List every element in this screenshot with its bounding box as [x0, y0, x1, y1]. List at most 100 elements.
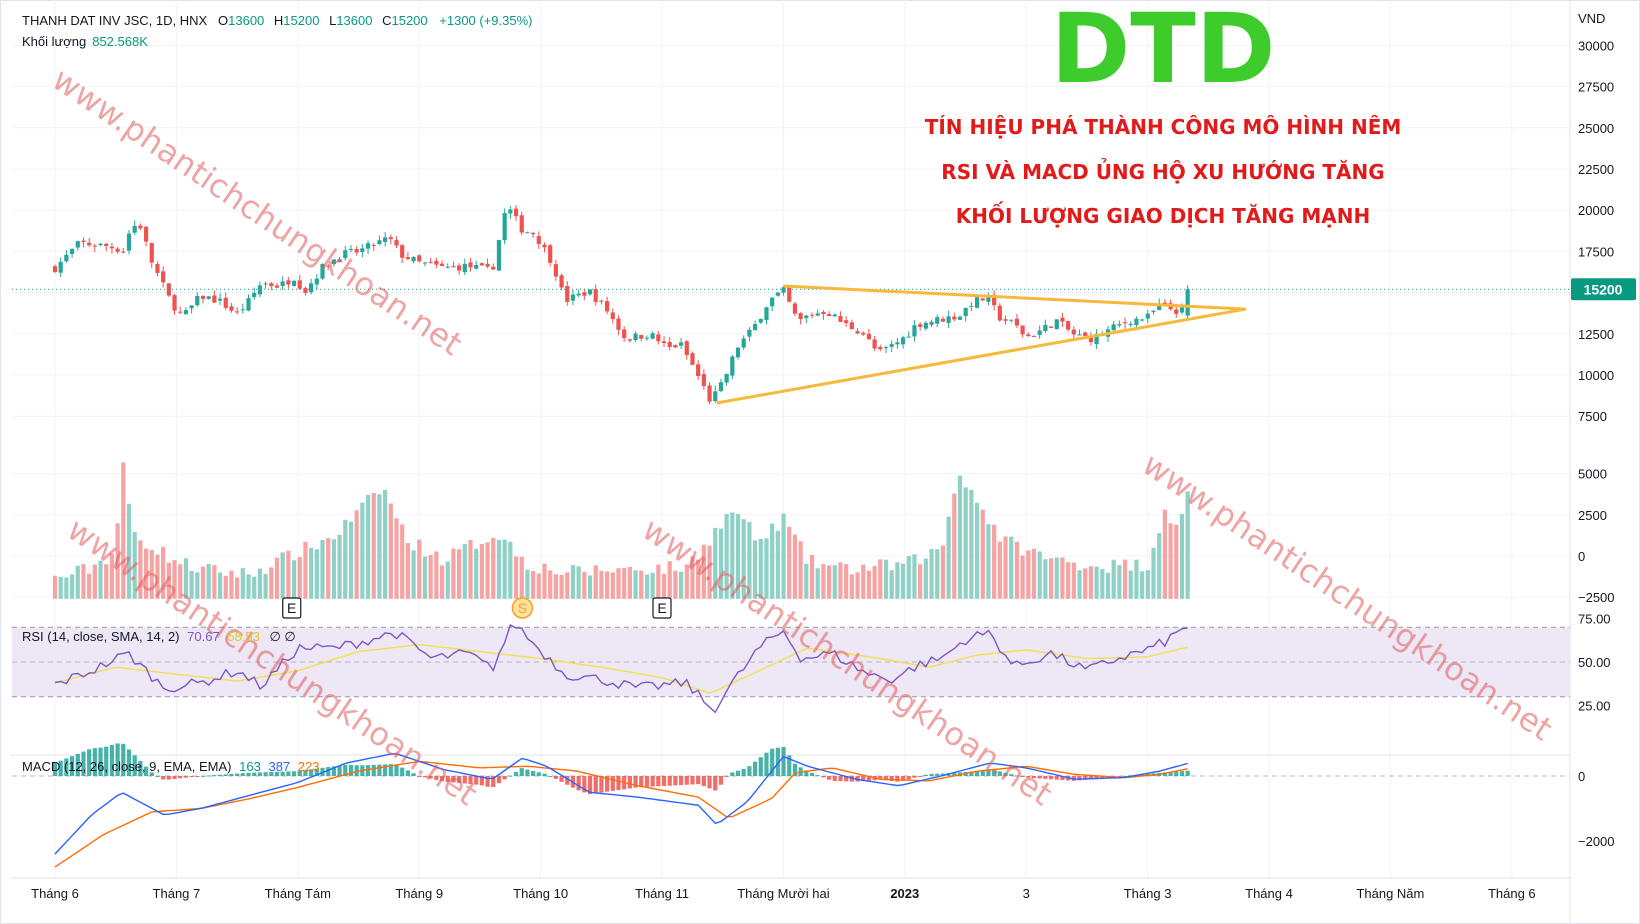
- macd-histogram-bar: [775, 747, 780, 776]
- volume-bar: [1117, 565, 1122, 599]
- volume-bar: [639, 570, 644, 599]
- volume-bar: [326, 538, 331, 599]
- candle-body: [1162, 302, 1167, 305]
- candle-body: [98, 243, 103, 245]
- volume-bar: [149, 549, 154, 599]
- macd-legend[interactable]: MACD (12, 26, close, 9, EMA, EMA) 163 38…: [22, 759, 320, 774]
- price-axis[interactable]: VND 300002750025000225002000017500150001…: [1578, 11, 1615, 849]
- volume-bar: [331, 539, 336, 599]
- volume-bar: [764, 538, 769, 599]
- candle-body: [217, 298, 223, 301]
- volume-bar: [735, 513, 741, 599]
- candle-body: [940, 318, 946, 322]
- candle-body: [673, 344, 678, 348]
- volume-bar: [217, 572, 223, 599]
- macd-histogram-bar: [781, 746, 786, 776]
- ticker-headline: DTD: [1051, 0, 1276, 105]
- candle-body: [462, 263, 467, 273]
- macd-series: [52, 743, 1190, 868]
- volume-bar: [491, 537, 496, 599]
- candle-body: [166, 283, 171, 296]
- volume-bar: [684, 564, 689, 599]
- symbol-title: THANH DAT INV JSC, 1D, HNX: [22, 13, 207, 28]
- rsi-line: [54, 624, 1188, 714]
- rsi-tick: 50.00: [1578, 655, 1611, 670]
- volume-bar: [104, 564, 109, 599]
- candle-body: [1066, 321, 1071, 330]
- candle-body: [400, 245, 405, 258]
- volume-bar: [838, 562, 843, 599]
- candle-body: [610, 312, 615, 320]
- candle-body: [804, 315, 809, 319]
- macd-histogram-bar: [758, 757, 763, 776]
- volume-bar: [1128, 570, 1133, 599]
- candle-body: [1157, 304, 1162, 311]
- rsi-value: 70.67: [187, 629, 220, 644]
- macd-histogram-bar: [741, 769, 746, 776]
- volume-bar: [1009, 536, 1014, 599]
- rsi-legend[interactable]: RSI (14, close, SMA, 14, 2) 70.67 58.53 …: [22, 629, 296, 644]
- volume-bar: [730, 512, 735, 599]
- candle-body: [297, 280, 302, 289]
- macd-histogram-bar: [553, 776, 558, 779]
- macd-histogram-bar: [394, 764, 399, 776]
- candle-body: [855, 331, 860, 334]
- volume-bar: [360, 502, 365, 599]
- candle-body: [223, 297, 228, 308]
- volume-bar: [1105, 572, 1111, 599]
- event-marker[interactable]: E: [282, 597, 302, 619]
- volume-label: Khối lượng: [22, 34, 86, 49]
- candle-body: [912, 325, 917, 337]
- event-marker[interactable]: S: [511, 597, 534, 619]
- volume-bar: [678, 571, 684, 599]
- macd-histogram-bar: [627, 776, 632, 789]
- wedge-pattern[interactable]: [716, 284, 1247, 405]
- volume-bar: [804, 563, 809, 599]
- candle-body: [735, 347, 741, 358]
- volume-bar: [752, 540, 758, 599]
- volume-bar: [115, 523, 120, 599]
- volume-bar: [1122, 559, 1128, 599]
- macd-histogram-bar: [161, 776, 166, 780]
- macd-histogram-bar: [1060, 776, 1065, 781]
- candle-body: [1111, 324, 1116, 331]
- candle-body: [969, 305, 974, 307]
- candle-body: [684, 341, 689, 356]
- volume-bar: [815, 568, 820, 599]
- volume-bar: [212, 565, 217, 599]
- event-marker[interactable]: E: [652, 597, 672, 619]
- volume-bar: [1168, 523, 1173, 599]
- candle-body: [337, 259, 342, 262]
- candle-body: [701, 374, 706, 387]
- volume-bar: [479, 543, 484, 599]
- time-axis[interactable]: Tháng 6 Tháng 7 Tháng Tám Tháng 9 Tháng 10 Th…: [31, 886, 1536, 901]
- candle-body: [508, 209, 513, 214]
- candle-body: [889, 344, 894, 347]
- candle-body: [132, 225, 137, 233]
- macd-histogram-bar: [132, 755, 137, 776]
- macd-histogram-bar: [217, 774, 223, 776]
- volume-bar: [1151, 547, 1156, 599]
- candle-body: [138, 225, 143, 229]
- volume-bar: [872, 566, 877, 599]
- volume-bar: [974, 502, 980, 599]
- candle-body: [724, 373, 729, 383]
- macd-histogram-bar: [1174, 771, 1179, 776]
- candle-body: [849, 322, 854, 330]
- rsi-tick: 75.00: [1578, 612, 1611, 627]
- volume-bar: [309, 547, 314, 599]
- volume-bar: [462, 544, 467, 599]
- macd-histogram-bar: [730, 772, 735, 776]
- candle-body: [1140, 319, 1145, 321]
- macd-histogram-bar: [1077, 776, 1082, 781]
- split-icon: [511, 597, 534, 619]
- candle-body: [240, 309, 245, 311]
- macd-histogram-bar: [513, 771, 519, 776]
- volume-bar: [138, 540, 143, 599]
- macd-histogram-bar: [183, 776, 189, 778]
- candlesticks[interactable]: [52, 205, 1190, 405]
- candle-body: [496, 240, 502, 271]
- time-tick: 2023: [890, 886, 919, 901]
